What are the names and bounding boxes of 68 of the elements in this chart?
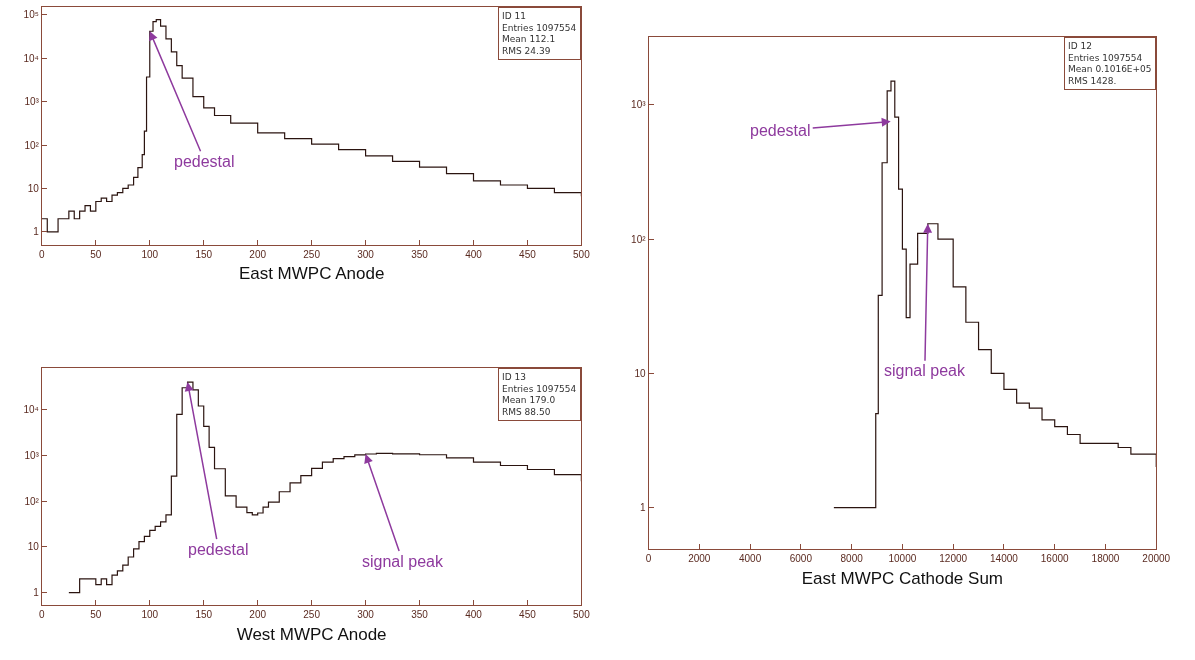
x-tick-label: 10000 (888, 553, 917, 565)
x-tick-label: 14000 (990, 553, 1019, 565)
x-tick-label: 0 (39, 609, 46, 621)
y-tick-label: 1 (33, 587, 40, 599)
y-tick-label: 10² (631, 233, 647, 245)
x-tick-label: 150 (195, 609, 213, 621)
y-tick-label: 1 (639, 502, 646, 514)
x-tick-label: 450 (519, 248, 537, 260)
x-tick-label: 250 (303, 248, 321, 260)
annotation: signal peak (362, 553, 444, 570)
annotation: pedestal (188, 541, 249, 558)
x-tick-label: 350 (411, 609, 429, 621)
y-tick-label: 10³ (24, 96, 40, 108)
x-tick-label: 0 (39, 248, 46, 260)
x-axis-title: East MWPC Anode (238, 264, 385, 284)
x-tick-label: 4000 (738, 553, 762, 565)
annotation: Entries 1097554 (1068, 52, 1143, 63)
x-tick-label: 500 (573, 609, 591, 621)
y-tick-label: 1 (33, 226, 40, 238)
x-tick-label: 16000 (1040, 553, 1070, 565)
annotation: Mean 179.0 (502, 395, 556, 406)
annotation: pedestal (174, 153, 235, 170)
annotation: ID 12 (1068, 41, 1092, 51)
y-tick-label: 10 (27, 541, 40, 553)
x-tick-label: 2000 (688, 553, 711, 565)
x-axis-title: West MWPC Anode (236, 624, 387, 644)
x-tick-label: 450 (519, 609, 537, 621)
x-tick-label: 300 (357, 609, 375, 621)
x-tick-label: 350 (411, 248, 429, 260)
x-tick-label: 50 (90, 248, 102, 260)
y-tick-label: 10⁴ (23, 404, 39, 416)
y-tick-label: 10⁵ (23, 9, 39, 21)
x-axis-title: East MWPC Cathode Sum (801, 568, 1004, 588)
x-tick-label: 50 (90, 609, 102, 621)
annotation: signal peak (884, 362, 966, 379)
x-tick-label: 12000 (939, 553, 968, 565)
x-tick-label: 400 (465, 248, 483, 260)
y-tick-label: 10⁴ (23, 52, 39, 64)
x-tick-label: 20000 (1142, 553, 1171, 565)
y-tick-label: 10³ (24, 449, 40, 461)
x-tick-label: 150 (195, 248, 213, 260)
x-tick-label: 400 (465, 609, 483, 621)
y-tick-label: 10² (24, 139, 40, 151)
x-tick-label: 200 (249, 609, 267, 621)
annotation: Entries 1097554 (502, 22, 577, 33)
annotation: RMS 1428. (1068, 76, 1117, 87)
annotation: Entries 1097554 (502, 383, 577, 394)
annotation: ID 11 (502, 11, 526, 21)
x-tick-label: 8000 (840, 553, 864, 565)
x-tick-label: 100 (141, 609, 159, 621)
y-tick-label: 10 (27, 182, 40, 194)
x-tick-label: 200 (249, 248, 267, 260)
x-tick-label: 250 (303, 609, 321, 621)
x-tick-label: 300 (357, 248, 375, 260)
annotation: RMS 88.50 (502, 407, 551, 418)
annotation: pedestal (750, 122, 811, 139)
y-tick-label: 10² (24, 495, 40, 507)
annotation: Mean 112.1 (502, 34, 556, 45)
x-tick-label: 6000 (789, 553, 813, 565)
annotation: ID 13 (502, 372, 526, 382)
y-tick-label: 10 (634, 367, 646, 379)
x-tick-label: 0 (645, 553, 652, 565)
y-tick-label: 10³ (631, 99, 647, 111)
annotation: RMS 24.39 (502, 46, 551, 57)
x-tick-label: 500 (573, 248, 591, 260)
x-tick-label: 100 (141, 248, 159, 260)
x-tick-label: 18000 (1091, 553, 1120, 565)
annotation: Mean 0.1016E+05 (1068, 64, 1152, 75)
